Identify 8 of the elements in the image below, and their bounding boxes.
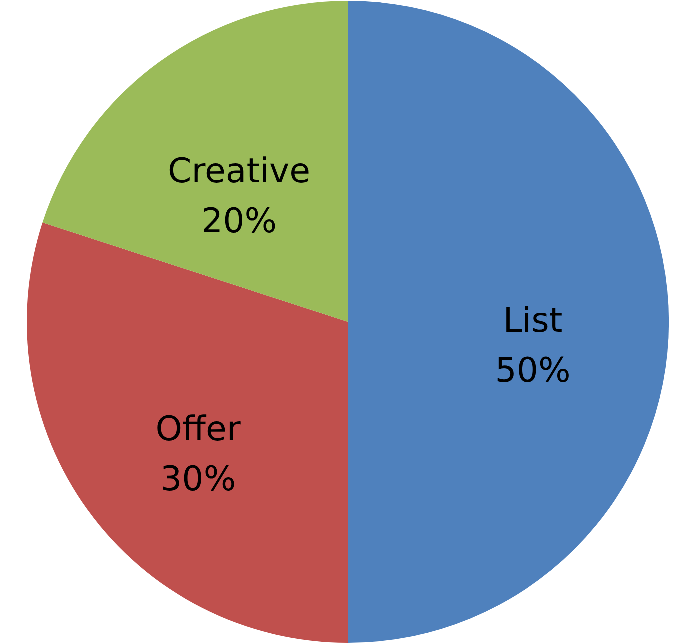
pie-slice xyxy=(348,1,668,643)
pie-slice xyxy=(42,1,348,322)
data-label: 30% xyxy=(160,460,236,500)
slice-label: Offer xyxy=(156,410,241,450)
slice-label: Creative xyxy=(168,151,311,192)
data-label: 20% xyxy=(201,201,278,242)
data-label: 50% xyxy=(495,351,571,391)
slice-label: List xyxy=(503,301,563,341)
